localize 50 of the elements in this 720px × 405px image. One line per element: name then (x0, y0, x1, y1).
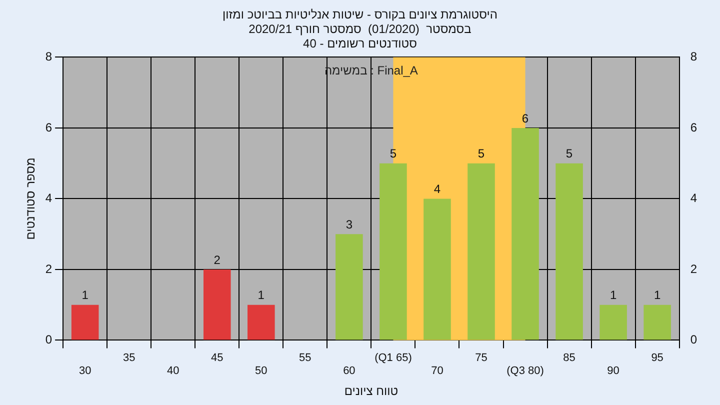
bar (336, 234, 363, 340)
bar (600, 304, 627, 340)
x-axis-title: טווח ציונים (344, 384, 398, 398)
x-tick-label: 40 (166, 365, 180, 378)
y-tick-label: 4 (45, 191, 52, 206)
x-tick-label: 90 (607, 365, 620, 378)
x-tick-label: 70 (431, 365, 444, 378)
chart-title: היסטוגרמת ציונים בקורס - שיטות אנליטיות בביוטכ ומזון (222, 8, 498, 22)
bar (644, 304, 671, 340)
data-label: 1 (610, 288, 617, 302)
data-label: 5 (566, 146, 573, 161)
x-tick-label: 75 (475, 352, 488, 364)
bar (248, 304, 275, 340)
y2-tick-label: 4 (690, 191, 698, 206)
x-tick-label: 45 (211, 352, 224, 364)
chart-subtitle: בסמסטר (01/2020) סמסטר חורף 2020/21 סטודנטים רשומים - 40 (248, 22, 472, 50)
bar (424, 198, 451, 340)
x-tick-label: 95 (651, 352, 664, 364)
x-tick-label: 35 (122, 352, 136, 364)
data-label: 1 (82, 288, 89, 302)
bar (468, 163, 495, 340)
x-tick-label: (Q1 65) (374, 352, 412, 364)
bar (380, 163, 407, 340)
data-label: 2 (214, 252, 221, 267)
x-tick-label: (Q3 80) (506, 365, 544, 378)
data-label: 5 (478, 146, 485, 161)
x-tick-label: 50 (255, 365, 268, 378)
bar (512, 128, 539, 340)
data-label: 6 (522, 111, 529, 126)
data-label: 5 (390, 146, 397, 161)
x-tick-label: 85 (563, 352, 576, 364)
data-label: 3 (346, 217, 353, 232)
y2-tick-label: 8 (690, 50, 698, 64)
x-tick-label: 30 (78, 365, 92, 378)
data-label: 4 (434, 182, 441, 196)
y-tick-label: 8 (45, 50, 52, 64)
y-tick-label: 0 (45, 332, 52, 347)
data-label: 1 (258, 288, 265, 302)
x-tick-label: 60 (343, 365, 356, 378)
y-tick-label: 6 (45, 120, 52, 134)
bar (71, 304, 99, 340)
bar (556, 163, 583, 340)
y2-tick-label: 0 (690, 332, 698, 347)
y-tick-label: 2 (45, 262, 52, 276)
x-tick-label: 55 (299, 352, 312, 364)
data-label: 1 (654, 288, 661, 302)
y2-tick-label: 2 (690, 262, 698, 276)
y2-tick-label: 6 (690, 120, 698, 134)
y-axis-title: מספר סטודנטים (24, 158, 38, 240)
bar (203, 269, 231, 340)
